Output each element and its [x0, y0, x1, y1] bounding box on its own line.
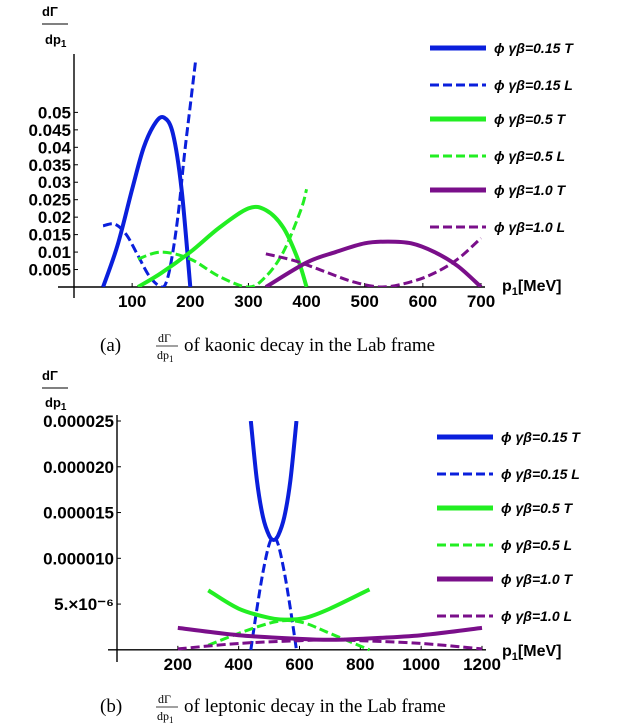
panel-b-ylabel-den: dp — [45, 395, 61, 410]
b-y-tick-label: 0.000025 — [43, 412, 114, 431]
b-y-tick-label: 0.000020 — [43, 458, 114, 477]
svg-text:dp1: dp1 — [157, 709, 174, 725]
panel-b-caption: (b) dΓ dp1 of leptonic decay in the Lab … — [100, 692, 446, 725]
a-x-tick-label: 300 — [234, 292, 262, 311]
a-legend-item: ϕ γβ=0.5 T — [430, 111, 566, 127]
b-legend-item: ϕ γβ=1.0 T — [437, 571, 573, 587]
b-legend-label: ϕ γβ=0.15 T — [501, 429, 581, 445]
panel-a-ylabel-den: dp — [45, 32, 61, 47]
svg-text:dp1: dp1 — [157, 348, 174, 364]
panel-a-caption: (a) dΓ dp1 of kaonic decay in the Lab fr… — [100, 331, 435, 364]
a-x-tick-label: 600 — [409, 292, 437, 311]
panel-b-ylabel-num: dΓ — [42, 368, 58, 383]
a-series-line-2 — [136, 204, 309, 287]
a-y-tick-label: 0.04 — [38, 138, 72, 157]
a-x-tick-label: 100 — [118, 292, 146, 311]
panel-a-xlabel-sub: 1 — [512, 286, 518, 298]
a-legend-label: ϕ γβ=1.0 L — [494, 219, 565, 235]
panel-b-ylabel: dΓ dp1 — [42, 368, 68, 413]
b-y-tick-label: 0.000015 — [43, 504, 114, 523]
panel-a-series-group — [101, 60, 483, 287]
a-y-tick-label: 0.015 — [28, 226, 71, 245]
a-x-tick-label: 700 — [467, 292, 495, 311]
panel-a-ylabel: dΓ dp1 — [42, 4, 68, 50]
b-legend-label: ϕ γβ=1.0 L — [501, 608, 572, 624]
a-legend-item: ϕ γβ=0.5 L — [430, 148, 565, 164]
b-x-tick-label: 800 — [346, 655, 374, 674]
b-series-line-1 — [249, 535, 298, 651]
a-series-line-3 — [137, 188, 309, 287]
a-y-tick-label: 0.045 — [28, 121, 71, 140]
panel-a-caption-frac-den-sub: 1 — [169, 354, 174, 364]
panel-b-xlabel: p — [502, 643, 512, 660]
a-y-tick-label: 0.035 — [28, 156, 71, 175]
a-legend-label: ϕ γβ=0.5 L — [494, 148, 565, 164]
a-legend-item: ϕ γβ=1.0 L — [430, 219, 565, 235]
svg-text:p1[MeV]: p1[MeV] — [502, 643, 561, 663]
a-series-line-5 — [265, 236, 483, 287]
panel-b-xlabel-unit: [MeV] — [518, 643, 562, 660]
b-legend-item: ϕ γβ=0.5 T — [437, 500, 573, 516]
b-x-tick-label: 400 — [224, 655, 252, 674]
panel-b-caption-frac-den-sub: 1 — [169, 715, 174, 725]
a-y-tick-label: 0.03 — [38, 173, 71, 192]
panel-b-caption-frac-num: dΓ — [158, 692, 171, 706]
b-series-line-4 — [177, 625, 483, 642]
b-y-tick-label: 0.000010 — [43, 549, 114, 568]
b-legend-item: ϕ γβ=0.5 L — [437, 537, 572, 553]
svg-text:dp1: dp1 — [45, 395, 67, 413]
a-y-tick-label: 0.005 — [28, 261, 71, 280]
panel-a-caption-prefix: (a) — [100, 335, 121, 356]
panel-a-xlabel-unit: [MeV] — [518, 278, 562, 295]
a-legend-label: ϕ γβ=0.15 T — [494, 40, 574, 56]
a-legend-item: ϕ γβ=0.15 L — [430, 77, 573, 93]
b-legend-item: ϕ γβ=0.15 T — [437, 429, 581, 445]
panel-b-caption-text: of leptonic decay in the Lab frame — [184, 696, 446, 717]
b-legend-label: ϕ γβ=0.15 L — [501, 466, 580, 482]
a-x-tick-label: 500 — [351, 292, 379, 311]
b-series-line-0 — [248, 421, 299, 543]
panel-b-ylabel-den-sub: 1 — [61, 402, 67, 413]
panel-a-kaonic: dΓ dp1 100 200 300 400 500 600 7000.0050.010.0… — [28, 4, 574, 364]
panel-a-legend: ϕ γβ=0.15 T ϕ γβ=0.15 L ϕ γβ=0.5 T ϕ γβ=0.5… — [430, 40, 574, 235]
b-y-tick-label: 5.×10⁻⁶ — [54, 595, 114, 614]
b-legend-label: ϕ γβ=0.5 L — [501, 537, 572, 553]
a-y-tick-label: 0.01 — [38, 243, 71, 262]
panel-a-caption-frac-den: dp — [157, 348, 169, 362]
panel-b-xlabel-sub: 1 — [512, 651, 518, 663]
panel-b-leptonic: dΓ dp1 200 400 600 800 1000 12005.×10⁻⁶0.0000… — [42, 368, 581, 725]
panel-b-caption-frac-den: dp — [157, 709, 169, 723]
panel-b-caption-prefix: (b) — [100, 696, 122, 717]
b-x-tick-label: 1200 — [463, 655, 501, 674]
panel-a-caption-frac-num: dΓ — [158, 331, 171, 345]
b-x-tick-label: 600 — [285, 655, 313, 674]
a-y-tick-label: 0.025 — [28, 191, 71, 210]
svg-text:dp1: dp1 — [45, 32, 67, 50]
a-series-line-1 — [102, 60, 198, 287]
a-legend-item: ϕ γβ=1.0 T — [430, 182, 566, 198]
b-legend-label: ϕ γβ=1.0 T — [501, 571, 573, 587]
panel-a-ylabel-num: dΓ — [42, 4, 58, 19]
a-legend-label: ϕ γβ=0.15 L — [494, 77, 573, 93]
a-y-tick-label: 0.05 — [38, 103, 71, 122]
b-legend-item: ϕ γβ=0.15 L — [437, 466, 580, 482]
panel-b-series-group — [177, 421, 483, 652]
a-legend-label: ϕ γβ=0.5 T — [494, 111, 566, 127]
panel-a-xlabel: p — [502, 278, 512, 295]
a-legend-label: ϕ γβ=1.0 T — [494, 182, 566, 198]
a-y-tick-label: 0.02 — [38, 208, 71, 227]
a-series-line-4 — [264, 239, 483, 287]
panel-b-legend: ϕ γβ=0.15 T ϕ γβ=0.15 L ϕ γβ=0.5 T ϕ γβ=0.5… — [437, 429, 581, 624]
a-legend-item: ϕ γβ=0.15 T — [430, 40, 574, 56]
b-x-tick-label: 1000 — [402, 655, 440, 674]
b-legend-item: ϕ γβ=1.0 L — [437, 608, 572, 624]
panel-a-caption-text: of kaonic decay in the Lab frame — [184, 335, 435, 356]
b-legend-label: ϕ γβ=0.5 T — [501, 500, 573, 516]
b-x-tick-label: 200 — [164, 655, 192, 674]
svg-text:p1[MeV]: p1[MeV] — [502, 278, 561, 298]
a-x-tick-label: 400 — [292, 292, 320, 311]
panel-a-ylabel-den-sub: 1 — [61, 39, 67, 50]
a-x-tick-label: 200 — [176, 292, 204, 311]
